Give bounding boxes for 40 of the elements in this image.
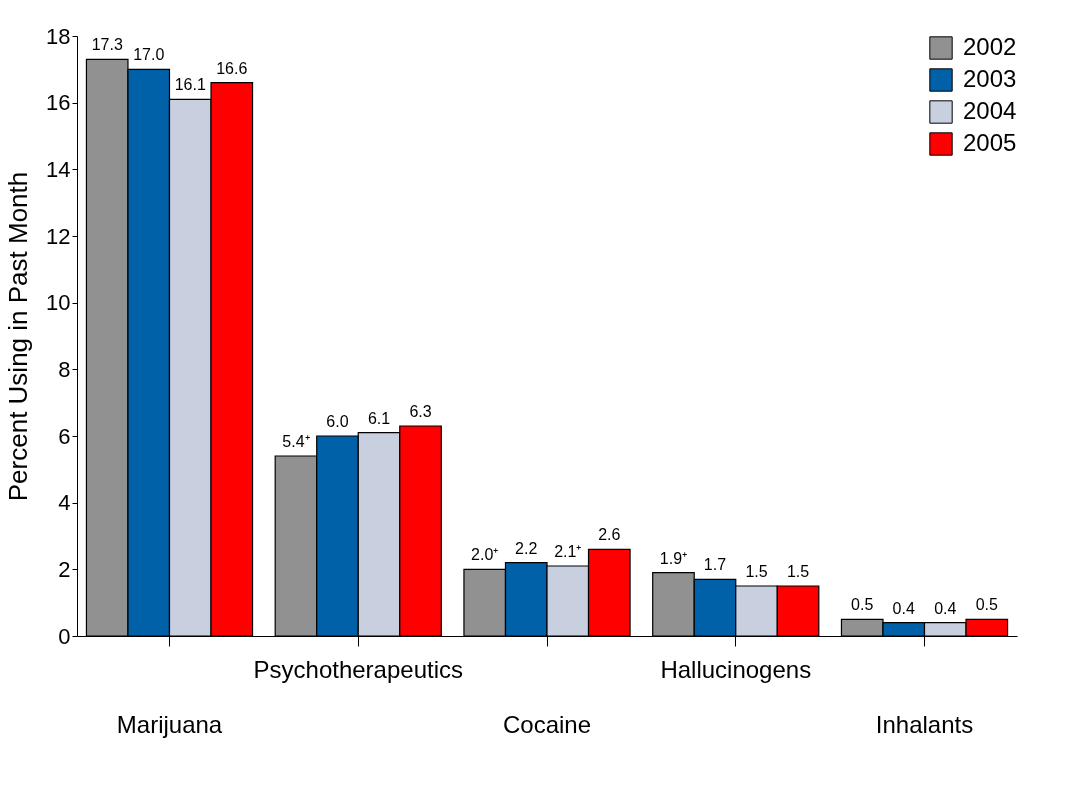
data-label: 2.6 [598, 526, 621, 544]
data-label: 16.1 [174, 76, 206, 94]
legend-label: 2004 [963, 97, 1017, 124]
x-tick-label: Hallucinogens [660, 656, 812, 683]
data-label: 6.0 [326, 413, 349, 430]
data-label: 0.4 [892, 599, 915, 617]
data-label: 16.6 [216, 59, 248, 77]
data-label: 1.5 [786, 563, 810, 580]
y-tick-label: 10 [46, 290, 71, 316]
data-label: 6.1 [367, 409, 391, 427]
data-label: 17.0 [133, 46, 165, 64]
data-label: 2.1⁺ [554, 543, 582, 560]
x-tick-label: Inhalants [875, 711, 974, 738]
data-label: 0.4 [934, 599, 957, 617]
data-label: 0.5 [975, 596, 999, 614]
data-label: 6.3 [409, 403, 432, 420]
legend-label: 2003 [963, 65, 1017, 92]
data-label: 1.9⁺ [659, 549, 688, 567]
y-tick-label: 12 [46, 223, 71, 249]
data-label: 2.0⁺ [471, 546, 499, 564]
y-tick-label: 14 [46, 156, 71, 182]
x-tick-label: Marijuana [116, 711, 223, 738]
data-label: 1.7 [703, 556, 727, 574]
data-label: 5.4⁺ [282, 433, 310, 450]
y-tick-label: 18 [46, 23, 71, 49]
y-tick-label: 2 [58, 556, 71, 582]
data-label: 2.2 [515, 539, 538, 557]
y-axis-title: Percent Using in Past Month [3, 171, 34, 502]
y-tick-label: 0 [58, 623, 71, 649]
data-label: 17.3 [91, 36, 123, 54]
x-tick-label: Psychotherapeutics [253, 656, 463, 683]
y-tick-label: 4 [58, 490, 71, 516]
y-tick-label: 16 [46, 90, 71, 116]
legend-label: 2002 [963, 33, 1017, 60]
data-label: 1.5 [745, 563, 768, 580]
data-label: 0.5 [851, 596, 874, 614]
y-tick-label: 6 [58, 423, 71, 449]
x-tick-label: Cocaine [502, 711, 592, 738]
y-tick-label: 8 [58, 356, 71, 382]
legend-label: 2005 [963, 129, 1017, 156]
